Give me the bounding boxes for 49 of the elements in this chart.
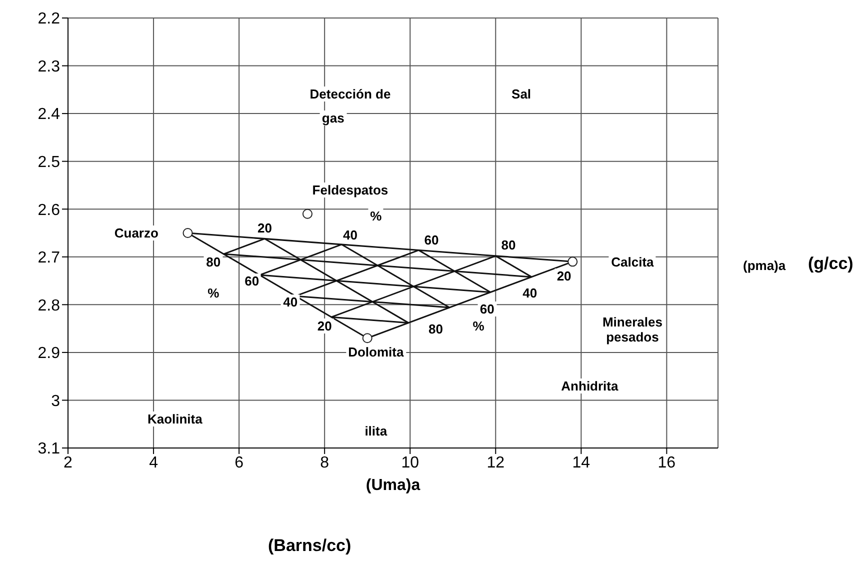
x-tick-label: 10: [401, 454, 420, 472]
x-tick-label: 2: [64, 454, 73, 472]
y-tick-label: 2.5: [38, 154, 60, 172]
annotation: Detección de: [308, 86, 393, 102]
annotation: Cuarzo: [112, 226, 160, 240]
annotation: 40: [341, 228, 360, 243]
annotation: Dolomita: [346, 344, 406, 360]
annotation: Minerales: [600, 314, 664, 330]
annotation: 60: [422, 232, 441, 248]
y-tick-label: 3.1: [38, 440, 60, 458]
annotation: 80: [426, 321, 445, 336]
x-tick-label: 6: [234, 454, 244, 472]
text: (Barns/cc): [268, 536, 352, 556]
annotation: Kaolinita: [145, 412, 204, 427]
y-tick-label: 2.8: [38, 297, 60, 314]
y-tick-label: 2.3: [38, 58, 60, 76]
annotation: Calcita: [609, 254, 656, 270]
y-tick-label: 2.7: [38, 250, 60, 267]
x-tick-label: 12: [486, 454, 505, 472]
annotation: %: [206, 285, 222, 300]
text: (g/cc): [808, 254, 854, 274]
y-tick-label: 2.4: [38, 106, 60, 124]
annotation: 80: [204, 254, 223, 270]
x-tick-label: 4: [149, 454, 158, 472]
annotation: Sal: [510, 86, 534, 102]
annotation: Feldespatos: [310, 182, 390, 198]
y-axis-title: (pma)a: [743, 258, 786, 273]
annotation: gas: [320, 110, 346, 126]
annotation: 80: [499, 237, 518, 252]
x-tick-label: 14: [572, 454, 590, 472]
annotation: 40: [520, 285, 540, 300]
y-tick-label: 2.6: [38, 202, 60, 219]
y-tick-label: 2.9: [38, 345, 60, 362]
annotation: %: [470, 318, 486, 334]
y-tick-label: 2.2: [38, 10, 60, 28]
annotation: 40: [281, 294, 300, 310]
annotation: 60: [478, 302, 496, 317]
annotation: ilita: [362, 424, 390, 439]
annotation: 20: [554, 268, 574, 284]
x-axis-title: (Uma)a: [366, 477, 420, 494]
annotation: 20: [255, 220, 274, 236]
annotation: pesados: [604, 330, 661, 345]
annotation: 60: [242, 273, 262, 288]
x-tick-label: 8: [320, 454, 330, 472]
y-tick-label: 3: [51, 392, 60, 410]
annotation: %: [368, 208, 384, 224]
annotation: 20: [315, 318, 334, 334]
annotation: Anhidrita: [559, 378, 620, 394]
x-tick-label: 16: [658, 454, 676, 472]
